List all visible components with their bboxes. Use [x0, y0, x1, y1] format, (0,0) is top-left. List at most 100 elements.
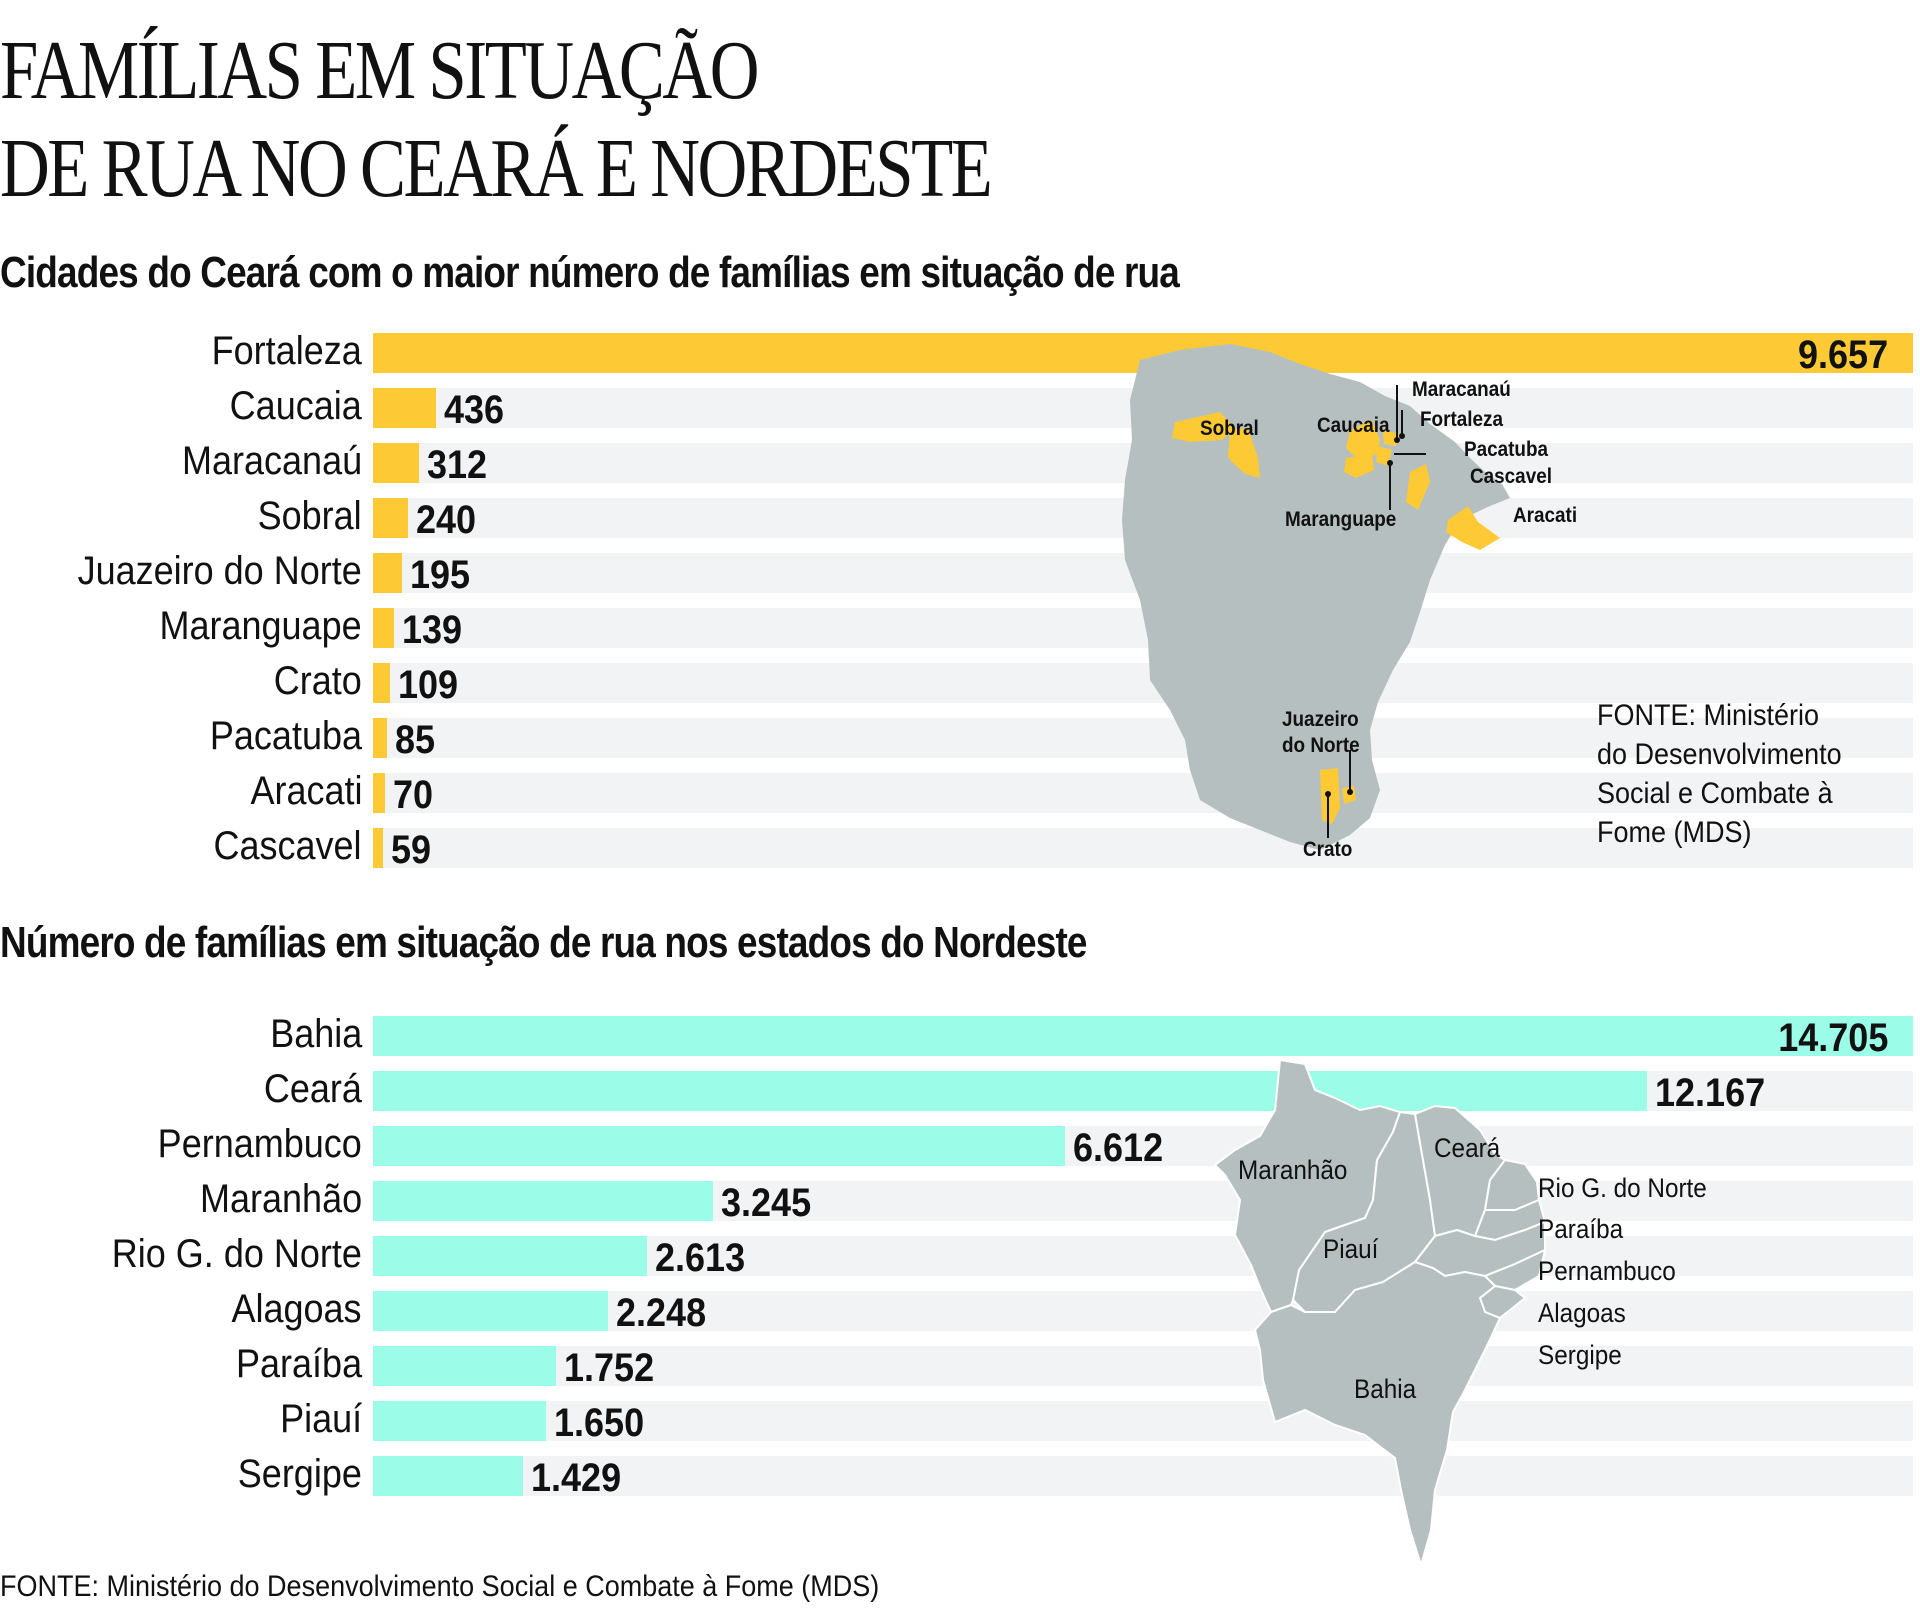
- value-label: 70: [393, 773, 434, 817]
- category-label: Piauí: [279, 1397, 362, 1441]
- category-label: Maranguape: [159, 604, 362, 648]
- value-label: 139: [402, 608, 463, 652]
- bar: [373, 1181, 713, 1221]
- value-label: 59: [391, 828, 432, 872]
- bar: [373, 718, 387, 758]
- bar-row: Crato 109: [0, 659, 1920, 707]
- map-label-fortaleza: Fortaleza: [1420, 408, 1503, 431]
- bar-row: Bahia 14.705: [0, 1012, 1920, 1060]
- value-label: 312: [427, 443, 488, 487]
- bar-row: Piauí 1.650: [0, 1397, 1920, 1445]
- row-background-stripe: [373, 718, 1913, 758]
- title-line-1: FAMÍLIAS EM SITUAÇÃO: [0, 24, 759, 117]
- category-label: Sergipe: [237, 1452, 362, 1496]
- bar-row: Maranhão 3.245: [0, 1177, 1920, 1225]
- ne-label-sergipe: Sergipe: [1538, 1340, 1622, 1370]
- bar-row: Juazeiro do Norte 195: [0, 549, 1920, 597]
- map-label-pacatuba: Pacatuba: [1464, 438, 1549, 461]
- value-label: 12.167: [1655, 1071, 1766, 1115]
- bar-row: Fortaleza 9.657: [0, 329, 1920, 377]
- category-label: Paraíba: [235, 1342, 362, 1386]
- ne-label-ceara: Ceará: [1434, 1133, 1501, 1163]
- category-label: Rio G. do Norte: [111, 1232, 362, 1276]
- row-background-stripe: [373, 1346, 1913, 1386]
- category-label: Aracati: [249, 769, 362, 813]
- sobral-area: [1172, 412, 1235, 442]
- bar: [373, 663, 390, 703]
- bar: [373, 1126, 1065, 1166]
- category-label: Crato: [273, 659, 362, 703]
- row-background-stripe: [373, 828, 1913, 868]
- bar: [373, 388, 436, 428]
- map-label-aracati: Aracati: [1513, 504, 1578, 527]
- row-background-stripe: [373, 663, 1913, 703]
- ne-label-alagoas: Alagoas: [1538, 1298, 1626, 1328]
- maranguape-area: [1344, 454, 1374, 478]
- value-label: 240: [416, 498, 477, 542]
- map-label-juazeiro-2: do Norte: [1282, 734, 1360, 757]
- caucaia-area: [1346, 420, 1380, 460]
- category-label: Maracanaú: [181, 439, 362, 483]
- bar: [373, 553, 402, 593]
- value-label: 2.613: [655, 1236, 746, 1280]
- value-label: 14.705: [1777, 1016, 1888, 1060]
- value-label: 9.657: [1797, 333, 1888, 377]
- category-label: Pacatuba: [209, 714, 362, 758]
- value-label: 2.248: [616, 1291, 707, 1335]
- bar-row: Rio G. do Norte 2.613: [0, 1232, 1920, 1280]
- ne-label-maranhao: Maranhão: [1238, 1155, 1348, 1185]
- value-label: 1.752: [564, 1346, 655, 1390]
- value-label: 109: [398, 663, 459, 707]
- bar-row: Pernambuco 6.612: [0, 1122, 1920, 1170]
- bar-row: Sergipe 1.429: [0, 1452, 1920, 1500]
- bar: [373, 498, 408, 538]
- map-label-maracanau: Maracanaú: [1412, 378, 1511, 401]
- bar-row: Ceará 12.167: [0, 1067, 1920, 1115]
- bar: [373, 1236, 647, 1276]
- bar: [373, 1291, 608, 1331]
- category-label: Alagoas: [231, 1287, 362, 1331]
- states-chart-title: Número de famílias em situação de rua no…: [0, 918, 1087, 967]
- bar-row: Alagoas 2.248: [0, 1287, 1920, 1335]
- category-label: Sobral: [257, 494, 362, 538]
- bar: [373, 1071, 1647, 1111]
- map-label-juazeiro-1: Juazeiro: [1282, 708, 1359, 731]
- ne-label-piaui: Piauí: [1323, 1234, 1379, 1264]
- map-label-maranguape: Maranguape: [1285, 508, 1397, 531]
- bar-row: Maranguape 139: [0, 604, 1920, 652]
- row-background-stripe: [373, 1456, 1913, 1496]
- bar: [373, 773, 385, 813]
- bar: [373, 828, 383, 868]
- ceara-map-source: FONTE: Ministério do Desenvolvimento Soc…: [1597, 699, 1842, 849]
- category-label: Bahia: [269, 1012, 362, 1056]
- bar-row: Maracanaú 312: [0, 439, 1920, 487]
- bar: [373, 1346, 556, 1386]
- row-background-stripe: [373, 1401, 1913, 1441]
- aracati-area: [1446, 506, 1500, 550]
- footer-source: FONTE: Ministério do Desenvolvimento Soc…: [0, 1570, 880, 1603]
- category-label: Juazeiro do Norte: [77, 549, 362, 593]
- row-background-stripe: [373, 1291, 1913, 1331]
- bar-row: Pacatuba 85: [0, 714, 1920, 762]
- bar: [373, 1016, 1913, 1056]
- bar: [373, 608, 394, 648]
- row-background-stripe: [373, 773, 1913, 813]
- map-label-cascavel: Cascavel: [1470, 465, 1552, 488]
- value-label: 1.650: [554, 1401, 645, 1445]
- bar: [373, 1456, 523, 1496]
- category-label: Fortaleza: [211, 329, 362, 373]
- bahia-shape: [1253, 1260, 1502, 1569]
- category-label: Caucaia: [229, 384, 362, 428]
- ceara-map: [1122, 344, 1510, 850]
- bar: [373, 443, 419, 483]
- value-label: 195: [410, 553, 471, 597]
- title-line-2: DE RUA NO CEARÁ E NORDESTE: [0, 122, 993, 215]
- cities-chart-title: Cidades do Ceará com o maior número de f…: [0, 248, 1180, 297]
- category-label: Ceará: [263, 1067, 362, 1111]
- bar-row: Sobral 240: [0, 494, 1920, 542]
- category-label: Cascavel: [213, 824, 362, 868]
- value-label: 3.245: [721, 1181, 812, 1225]
- sobral-area-2: [1228, 428, 1260, 478]
- ne-label-pernambuco: Pernambuco: [1538, 1256, 1676, 1286]
- category-label: Maranhão: [199, 1177, 362, 1221]
